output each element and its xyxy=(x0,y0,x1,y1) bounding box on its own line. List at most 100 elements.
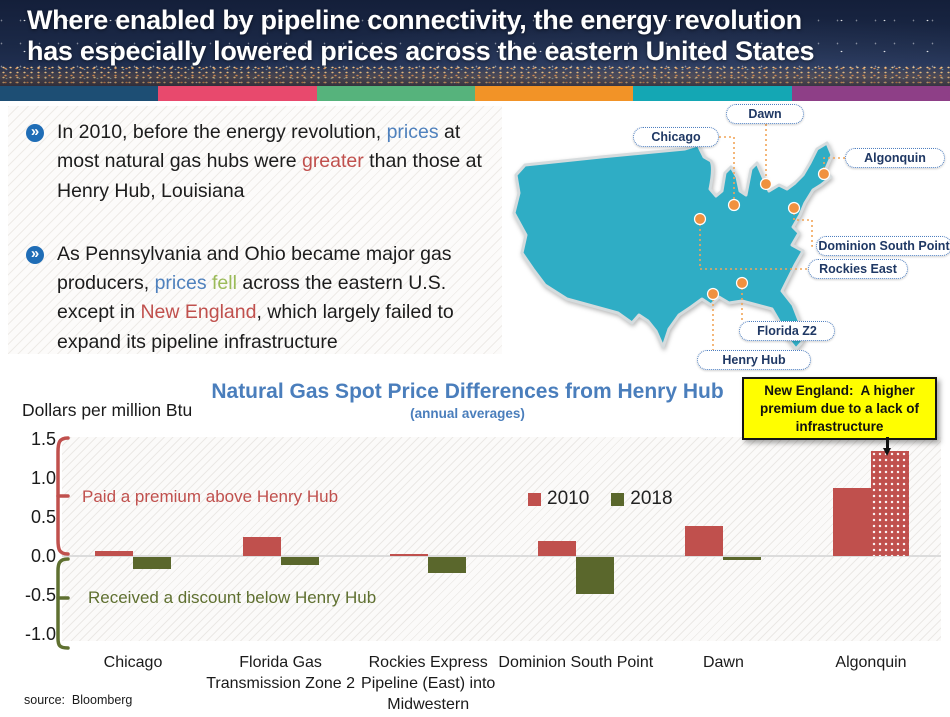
bar-2010-chicago xyxy=(95,551,133,556)
hub-dot-dawn xyxy=(759,177,773,191)
slide-title-line2: has especially lowered prices across the… xyxy=(27,36,815,66)
plot-area xyxy=(62,437,941,641)
map-label-dominion: Dominion South Point xyxy=(816,236,950,256)
bullet-item: » In 2010, before the energy revolution,… xyxy=(26,118,486,206)
callout-arrow-icon xyxy=(883,437,892,456)
map-label-dawn: Dawn xyxy=(726,104,804,124)
chart-subtitle: (annual averages) xyxy=(410,406,525,421)
legend-swatch xyxy=(611,492,625,506)
slide-title-line1: Where enabled by pipeline connectivity, … xyxy=(27,5,802,35)
map-label-florida: Florida Z2 xyxy=(739,321,835,341)
y-tick-label: 1.0 xyxy=(30,468,56,488)
hub-dot-dominion xyxy=(787,201,801,215)
x-axis-label: Rockies Express Pipeline (East) into Mid… xyxy=(361,654,496,714)
y-axis-label: Dollars per million Btu xyxy=(22,400,193,420)
new-england-callout: New England: A higher premium due to a l… xyxy=(742,377,937,441)
bar-2018-rockies-express-pipeline-east-into-midwestern xyxy=(428,557,467,573)
hub-dot-algonquin xyxy=(817,167,831,181)
hub-dot-florida xyxy=(735,276,749,290)
us-map-outline xyxy=(512,141,834,351)
us-hub-map: Dawn Chicago Algonquin Dominion South Po… xyxy=(505,100,950,375)
price-difference-chart: Natural Gas Spot Price Differences from … xyxy=(0,375,950,717)
leader-chicago xyxy=(719,136,735,204)
y-tick-label: -1.0 xyxy=(24,624,56,644)
bullet-text: As Pennsylvania and Ohio became major ga… xyxy=(57,240,486,357)
leader-lines xyxy=(699,124,845,350)
bullet-panel: » In 2010, before the energy revolution,… xyxy=(8,106,502,354)
zero-gridline xyxy=(62,555,941,557)
city-lights-texture xyxy=(0,65,950,86)
map-label-henry-hub: Henry Hub xyxy=(697,350,811,370)
source-note: source: Bloomberg xyxy=(24,693,133,707)
stripe-segment xyxy=(791,86,950,101)
bullet-text: In 2010, before the energy revolution, p… xyxy=(57,118,486,206)
premium-annotation: Paid a premium above Henry Hub xyxy=(82,487,339,506)
hub-dot-henry-hub xyxy=(706,287,720,301)
callout-arrow-head xyxy=(883,448,891,456)
hub-dots xyxy=(693,167,831,301)
text-segment: greater xyxy=(301,150,364,173)
bar-2010-dawn xyxy=(685,526,724,556)
x-axis-label: Florida Gas Transmission Zone 2 xyxy=(206,654,355,693)
y-tick-label: 1.5 xyxy=(30,429,56,449)
stripe-segment xyxy=(316,86,475,101)
x-axis-label: Dominion South Point xyxy=(498,654,654,671)
legend-entry: 2018 xyxy=(611,488,673,510)
callout-arrow-stem xyxy=(886,437,889,449)
y-tick-label: 0.5 xyxy=(30,507,56,527)
text-segment: fell xyxy=(212,272,237,294)
slide-title: Where enabled by pipeline connectivity, … xyxy=(27,5,815,67)
bar-2010-rockies-express-pipeline-east-into-midwestern xyxy=(390,553,429,556)
bar-2018-dominion-south-point xyxy=(575,557,614,595)
stripe-segment xyxy=(474,86,634,101)
premium-brace xyxy=(56,436,70,556)
map-leaders-and-dots xyxy=(693,124,845,350)
discount-annotation: Received a discount below Henry Hub xyxy=(88,588,377,607)
text-segment: In 2010, before the energy revolution, xyxy=(57,121,387,143)
leader-dominion xyxy=(793,213,816,247)
x-axis-label: Chicago xyxy=(103,654,163,671)
us-landmass xyxy=(512,141,834,351)
discount-brace xyxy=(56,557,70,650)
header-banner: Where enabled by pipeline connectivity, … xyxy=(0,0,950,86)
stripe-segment xyxy=(158,86,317,101)
text-segment: across the eastern U.S. except in xyxy=(57,272,447,324)
x-axis-label: Algonquin xyxy=(835,654,907,671)
bullet-item: » As Pennsylvania and Ohio became major … xyxy=(26,240,486,357)
legend-swatch xyxy=(528,492,541,506)
map-label-algonquin: Algonquin xyxy=(845,148,945,168)
hub-dot-rockies xyxy=(693,212,707,226)
chevron-bullet-icon: » xyxy=(26,245,44,264)
text-segment: prices xyxy=(154,272,207,294)
chart-title: Natural Gas Spot Price Differences from … xyxy=(211,380,724,403)
hub-dot-chicago xyxy=(727,198,741,212)
legend-label: 2010 xyxy=(547,488,590,509)
legend-entry: 2010 xyxy=(528,488,589,510)
bar-2018-dawn xyxy=(723,557,762,561)
y-tick-label: -0.5 xyxy=(24,585,56,605)
text-segment: New England xyxy=(140,301,257,324)
leader-rockies xyxy=(699,224,808,270)
stripe-segment xyxy=(0,86,159,101)
text-segment: As Pennsylvania and Ohio became major ga… xyxy=(57,242,452,294)
chevron-bullet-icon: » xyxy=(26,124,44,142)
bar-2010-algonquin xyxy=(833,488,871,556)
text-segment: prices xyxy=(386,121,439,143)
bar-2010-dominion-south-point xyxy=(537,541,576,556)
text-segment: than those at Henry Hub, Louisiana xyxy=(57,150,482,202)
chart-legend: 2010 2018 xyxy=(528,488,673,510)
text-segment: , which largely failed to expand its pip… xyxy=(57,301,454,353)
bar-2018-chicago xyxy=(133,557,171,570)
bar-2018-florida-gas-transmission-zone-2 xyxy=(280,557,319,565)
stripe-segment xyxy=(633,86,792,101)
text-segment: at most natural gas hubs were xyxy=(57,121,461,173)
x-axis-label: Dawn xyxy=(702,654,744,671)
color-stripe xyxy=(0,86,950,101)
bar-2010-florida-gas-transmission-zone-2 xyxy=(242,536,281,556)
legend-label: 2018 xyxy=(630,488,673,509)
bar-2018-algonquin xyxy=(871,451,909,556)
map-label-rockies: Rockies East xyxy=(808,259,908,279)
y-tick-label: 0.0 xyxy=(30,546,56,566)
map-label-chicago: Chicago xyxy=(633,127,719,147)
